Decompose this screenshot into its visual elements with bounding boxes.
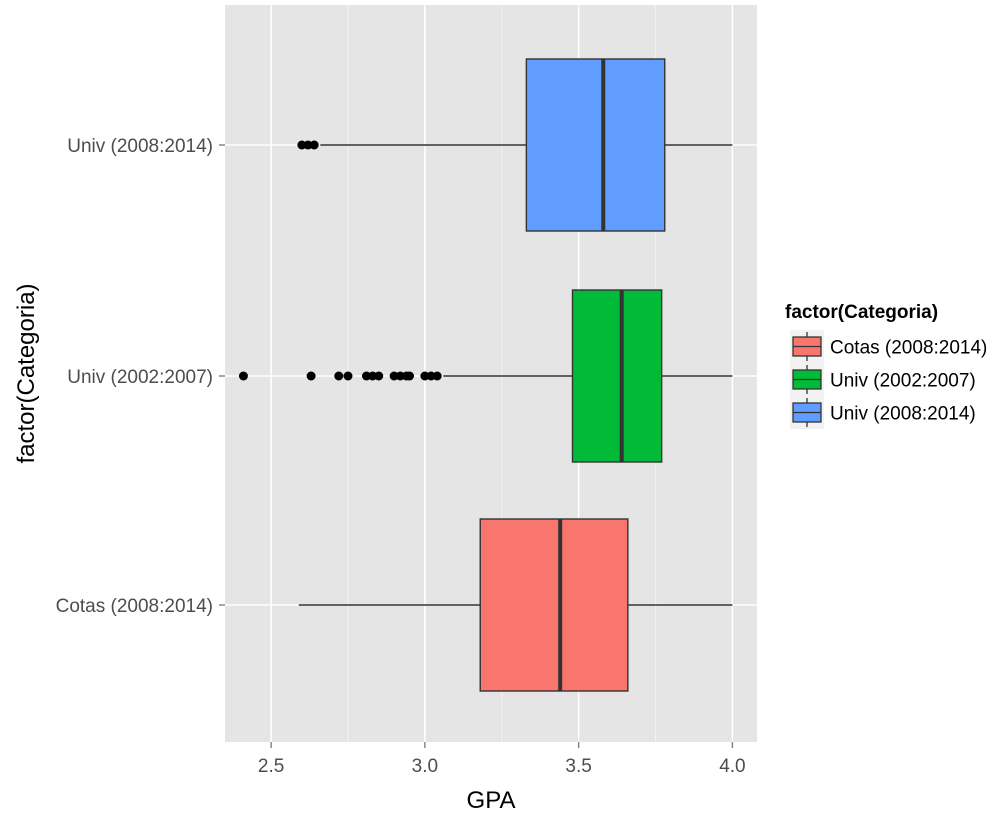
y-axis-title: factor(Categoria) [13,283,40,463]
boxes-layer [238,58,733,692]
legend-entry: Univ (2002:2007) [790,363,976,396]
outlier-point [334,371,344,381]
outlier-point [309,140,319,150]
outlier-point [405,371,415,381]
x-tick-label: 3.0 [412,756,438,777]
outlier-point [297,140,307,150]
box-1 [298,518,733,692]
outlier-point [368,371,378,381]
box-2 [238,289,733,463]
outlier-point [395,371,405,381]
box-3 [297,58,733,232]
outlier-point [303,140,313,150]
y-tick-label: Cotas (2008:2014) [56,596,213,617]
y-axis: Cotas (2008:2014) Univ (2002:2007) Univ (2… [56,136,225,617]
legend-label: Univ (2008:2014) [830,404,976,425]
legend: factor(Categoria) Cotas (2008:2014) Univ … [785,302,987,429]
x-tick-label: 2.5 [258,756,284,777]
x-tick-label: 3.5 [565,756,591,777]
outlier-point [343,371,353,381]
legend-label: Univ (2002:2007) [830,371,976,392]
outlier-point [432,371,442,381]
y-tick-label: Univ (2002:2007) [67,367,213,388]
legend-label: Cotas (2008:2014) [830,338,987,359]
outlier-point [420,371,430,381]
x-axis-title: GPA [467,787,516,814]
legend-entry: Univ (2008:2014) [790,396,976,429]
outlier-point [238,371,248,381]
outlier-point [426,371,436,381]
box-iqr [479,518,629,692]
x-tick-label: 4.0 [719,756,745,777]
box-iqr [571,289,663,463]
outlier-point [389,371,399,381]
outlier-point [306,371,316,381]
x-axis: 2.5 3.0 3.5 4.0 [258,742,746,777]
outlier-point [361,371,371,381]
box-iqr [525,58,666,232]
legend-title: factor(Categoria) [785,302,938,323]
legend-entry: Cotas (2008:2014) [790,330,987,363]
outlier-point [374,371,384,381]
y-tick-label: Univ (2008:2014) [67,136,213,157]
